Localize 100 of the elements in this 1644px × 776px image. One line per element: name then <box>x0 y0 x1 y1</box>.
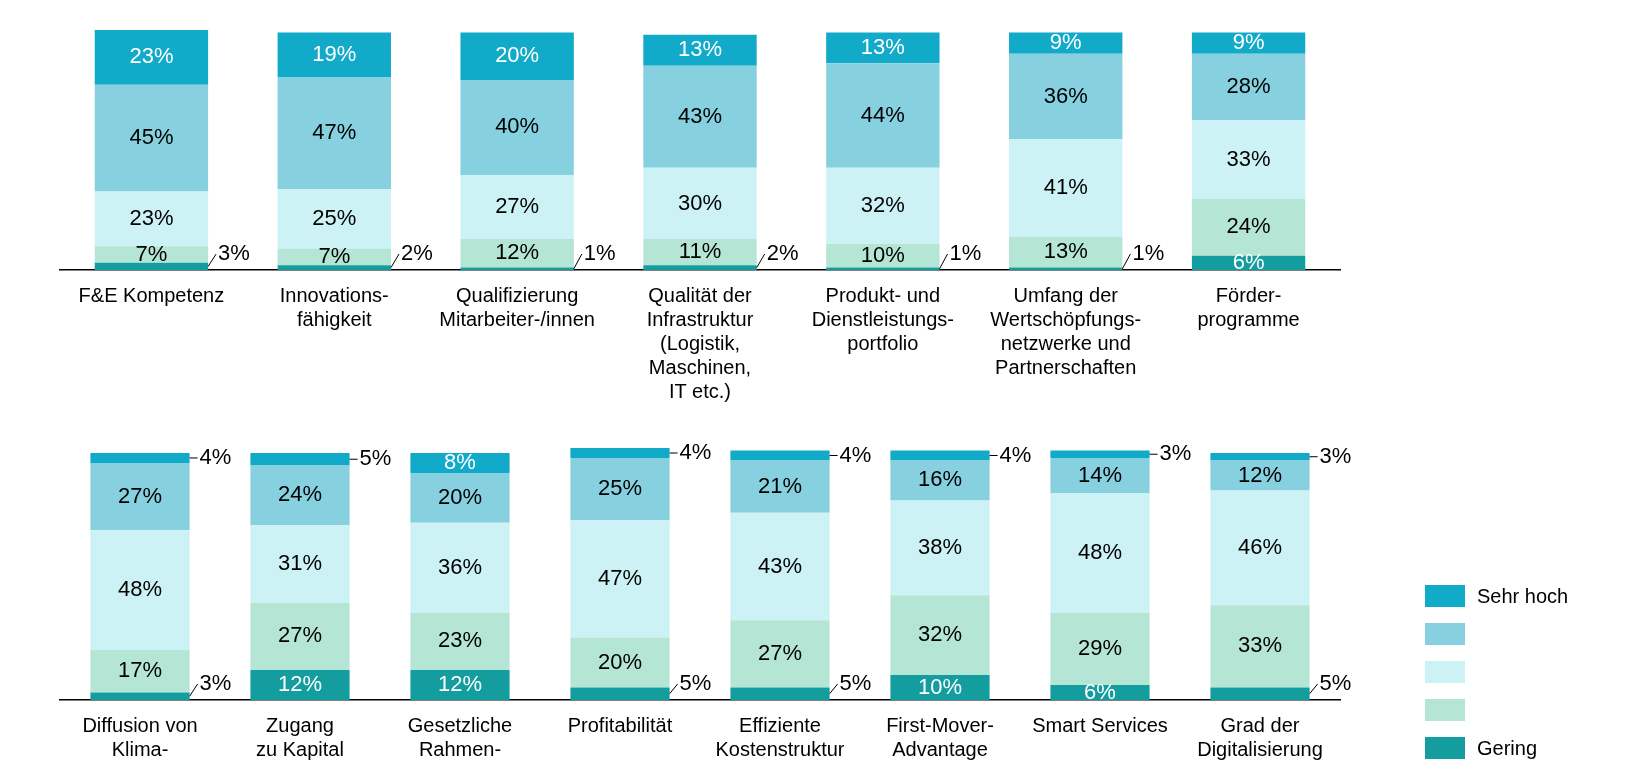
bar <box>890 595 990 676</box>
data-label: 45% <box>129 124 174 150</box>
bar <box>1210 452 1310 461</box>
x-tick-label: Qualifizierung Mitarbeiter-/innen <box>439 283 595 330</box>
data-label: 21% <box>757 472 803 498</box>
bar <box>410 612 510 671</box>
data-label: 5% <box>839 670 872 696</box>
bar <box>730 450 830 461</box>
data-label: 23% <box>129 43 174 69</box>
bar <box>730 460 830 513</box>
bar <box>94 84 209 192</box>
bar <box>643 239 757 266</box>
bar <box>460 239 574 268</box>
data-label: 24% <box>277 481 323 507</box>
bar <box>90 462 190 531</box>
bar <box>1210 460 1310 491</box>
data-label: 12% <box>495 239 540 265</box>
data-label: 13% <box>677 36 723 62</box>
bar <box>90 530 190 651</box>
data-label: 8% <box>444 449 476 475</box>
bar <box>277 265 391 270</box>
data-label: 9% <box>1049 29 1082 55</box>
data-label: 12% <box>437 671 483 697</box>
bar <box>1050 457 1150 493</box>
data-label: 27% <box>495 193 540 219</box>
bar <box>277 77 391 190</box>
data-label: 25% <box>597 475 643 501</box>
data-label: 6% <box>1232 248 1265 274</box>
data-label: 48% <box>117 576 163 602</box>
bar <box>570 448 670 458</box>
bar <box>643 65 757 168</box>
data-label: 29% <box>1077 634 1123 660</box>
bar <box>460 32 574 80</box>
data-label: 4% <box>199 444 232 470</box>
x-tick-label: F&E Kompetenz <box>78 283 225 306</box>
bar <box>94 262 209 270</box>
data-label: 6% <box>1084 678 1116 704</box>
bar <box>570 520 670 638</box>
x-tick-label: Diffusion von Klima- <box>82 713 198 760</box>
data-label: 27% <box>277 622 323 648</box>
bar <box>90 650 190 693</box>
data-label: 25% <box>312 204 357 230</box>
data-label: 14% <box>1077 461 1123 487</box>
bar <box>1210 605 1310 688</box>
bar <box>1009 236 1123 268</box>
data-label: 43% <box>757 552 803 578</box>
bar <box>1191 53 1306 121</box>
data-label: 32% <box>860 191 905 217</box>
bar <box>1191 120 1306 199</box>
bar <box>730 687 830 700</box>
data-label: 47% <box>312 119 357 145</box>
bar <box>643 34 757 66</box>
bar <box>570 457 670 521</box>
legend-label: Sehr hoch <box>1477 584 1569 608</box>
x-tick-label: Gesetzliche Rahmen- <box>407 713 513 760</box>
data-label: 32% <box>917 621 963 647</box>
bar <box>1191 198 1306 256</box>
bar <box>410 522 510 613</box>
data-label: 16% <box>917 466 963 492</box>
bar <box>94 191 209 247</box>
bar <box>890 450 990 461</box>
data-label: 10% <box>860 241 905 267</box>
data-label: 12% <box>1237 461 1283 487</box>
data-label: 20% <box>597 648 643 674</box>
data-label: 19% <box>312 41 357 67</box>
x-tick-label: Produkt- und Dienstleistungs- portfolio <box>811 283 955 354</box>
bar <box>250 452 350 466</box>
data-label: 24% <box>1226 213 1271 239</box>
bar <box>277 32 391 78</box>
bar <box>1050 612 1150 686</box>
data-label: 12% <box>277 671 323 697</box>
data-label: 36% <box>1043 82 1088 108</box>
data-label: 20% <box>495 42 540 68</box>
x-tick-label: Innovations- fähigkeit <box>279 283 389 330</box>
data-label: 2% <box>400 240 433 266</box>
x-tick-label: Effiziente Kostenstruktur <box>715 713 845 760</box>
data-label: 44% <box>860 101 905 127</box>
data-label: 47% <box>597 565 643 591</box>
data-label: 27% <box>117 482 163 508</box>
bar <box>826 63 940 168</box>
data-label: 23% <box>437 627 483 653</box>
bar <box>826 167 940 244</box>
bar <box>1191 32 1306 54</box>
data-label: 38% <box>917 533 963 559</box>
bar <box>1009 139 1123 237</box>
data-label: 11% <box>678 238 722 264</box>
x-tick-label: Smart Services <box>1032 713 1168 736</box>
bar <box>890 500 990 596</box>
data-label: 7% <box>318 242 351 268</box>
bar <box>250 525 350 603</box>
bar <box>643 167 757 240</box>
data-label: 5% <box>679 670 712 696</box>
bar <box>250 465 350 526</box>
data-label: 43% <box>677 102 723 128</box>
bar <box>250 670 350 700</box>
bar <box>1009 32 1123 54</box>
data-label: 36% <box>437 553 483 579</box>
data-label: 5% <box>359 445 392 471</box>
bar <box>643 265 757 270</box>
data-label: 1% <box>1132 240 1165 266</box>
